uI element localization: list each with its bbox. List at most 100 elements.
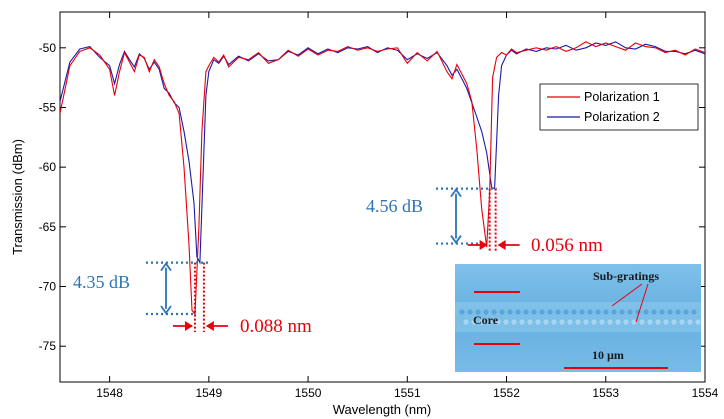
inset-dot (599, 319, 605, 325)
legend: Polarization 1 Polarization 2 (539, 83, 699, 131)
inset-dot (671, 319, 677, 325)
inset-dot (531, 309, 537, 315)
inset-dot (583, 319, 589, 325)
inset-dot (663, 319, 669, 325)
inset-dot (539, 309, 545, 315)
y-tick-labels: -50 -55 -60 -65 -70 -75 (39, 41, 57, 353)
inset-dot (567, 319, 573, 325)
x-tick-label: 1549 (195, 386, 222, 400)
inset-dot (571, 309, 577, 315)
inset-dot (475, 309, 481, 315)
inset-dot (679, 319, 685, 325)
y-tick-label: -55 (39, 100, 57, 114)
inset-dot (551, 319, 557, 325)
inset-dot (667, 309, 673, 315)
inset-label-scale: 10 µm (592, 348, 624, 362)
microscope-inset: Sub-gratings Core 10 µm (455, 264, 701, 372)
y-tick-label: -50 (39, 41, 57, 55)
width-annotation-0-056-nm (467, 188, 520, 251)
inset-dot (467, 309, 473, 315)
inset-dot (675, 309, 681, 315)
inset-dot (655, 319, 661, 325)
x-tick-label: 1553 (592, 386, 619, 400)
inset-dot (631, 319, 637, 325)
width-arrow-head-left (184, 321, 193, 331)
inset-core-band (455, 302, 701, 332)
inset-dot (459, 309, 465, 315)
x-tick-label: 1552 (493, 386, 520, 400)
depth-arrow-head-down (450, 235, 462, 245)
x-tick-label: 1548 (96, 386, 123, 400)
inset-dot (579, 309, 585, 315)
inset-dot (523, 309, 529, 315)
width-annotation-0-088-nm (172, 262, 228, 332)
inset-dot (687, 319, 693, 325)
legend-label-polarization-2: Polarization 2 (584, 110, 660, 124)
inset-dot (515, 309, 521, 315)
inset-dot (607, 319, 613, 325)
inset-image (455, 264, 701, 372)
depth-annotation-4-56-db (436, 187, 497, 245)
annotations: 4.35 dB 4.56 dB 0.088 nm 0.056 nm (73, 187, 603, 337)
inset-dot (547, 309, 553, 315)
y-tick-label: -60 (39, 160, 57, 174)
inset-label-core: Core (473, 313, 499, 327)
inset-pointer-1 (611, 283, 643, 307)
inset-dot (595, 309, 601, 315)
inset-dot (615, 319, 621, 325)
x-axis-title: Wavelength (nm) (333, 402, 432, 417)
inset-dot (623, 319, 629, 325)
y-tick-label: -65 (39, 220, 57, 234)
y-axis-title: Transmission (dBm) (10, 139, 25, 255)
inset-dot (491, 309, 497, 315)
depth-annotation-4-35-db (146, 261, 209, 316)
legend-label-polarization-1: Polarization 1 (584, 90, 660, 104)
axis-ticks (60, 12, 706, 382)
inset-dot (479, 319, 485, 325)
inset-dot (603, 309, 609, 315)
inset-dot (563, 309, 569, 315)
inset-dot (587, 309, 593, 315)
width-arrow-head-left (479, 240, 488, 250)
inset-dot (519, 319, 525, 325)
x-tick-label: 1550 (295, 386, 322, 400)
inset-dot (471, 319, 477, 325)
depth-arrow-head-down (160, 305, 172, 315)
inset-dot (499, 309, 505, 315)
annotation-label-4-35-db: 4.35 dB (73, 272, 130, 292)
inset-dot (611, 309, 617, 315)
inset-dot (555, 309, 561, 315)
series-line-polarization-1 (60, 41, 705, 316)
annotation-label-4-56-db: 4.56 dB (366, 196, 423, 216)
inset-dot (659, 309, 665, 315)
inset-dot (535, 319, 541, 325)
inset-dot (619, 309, 625, 315)
y-tick-label: -70 (39, 280, 57, 294)
x-tick-label: 1551 (394, 386, 421, 400)
x-tick-labels: 1548 1549 1550 1551 1552 1553 1554 (96, 386, 718, 400)
inset-dot (527, 319, 533, 325)
annotation-label-0-088-nm: 0.088 nm (240, 316, 312, 337)
x-tick-label: 1554 (692, 386, 719, 400)
inset-dot (591, 319, 597, 325)
inset-dot (483, 309, 489, 315)
inset-dot (507, 309, 513, 315)
inset-dot (487, 319, 493, 325)
width-arrow-head-right (497, 240, 506, 250)
inset-dot (627, 309, 633, 315)
inset-dot (559, 319, 565, 325)
inset-dot (639, 319, 645, 325)
inset-dot (695, 319, 701, 325)
inset-dot (575, 319, 581, 325)
inset-label-sub-gratings: Sub-gratings (593, 269, 659, 283)
inset-dot (495, 319, 501, 325)
inset-dot (683, 309, 689, 315)
annotation-label-0-056-nm: 0.056 nm (531, 235, 603, 256)
inset-dot (643, 309, 649, 315)
inset-dot (511, 319, 517, 325)
inset-grating-texture (459, 309, 701, 325)
legend-box (539, 83, 699, 131)
inset-dot (543, 319, 549, 325)
inset-dot (463, 319, 469, 325)
